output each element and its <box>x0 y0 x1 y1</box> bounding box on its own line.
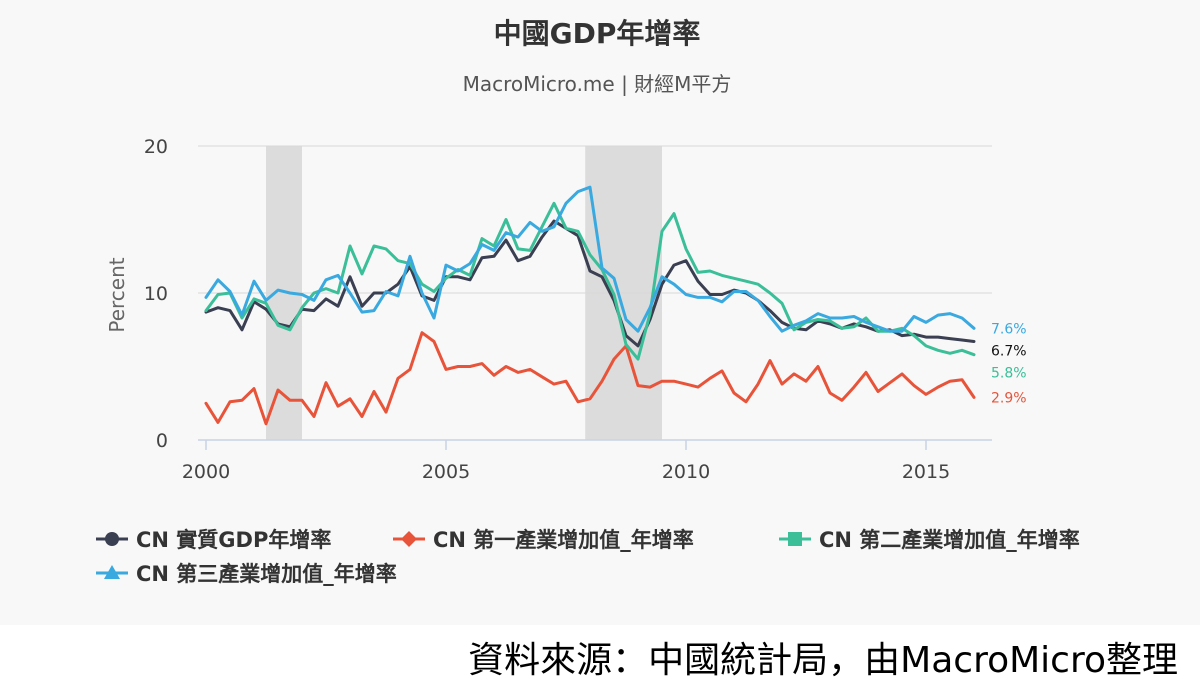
tick-labels: 0 10 20 2000 2005 2010 2015 <box>144 136 950 483</box>
legend-label-3: CN 第三產業增加值_年增率 <box>136 562 397 586</box>
legend-label-0: CN 實質GDP年增率 <box>136 528 331 552</box>
legend-item-1[interactable]: CN 第一產業增加值_年增率 <box>393 528 694 552</box>
series-line-1 <box>204 331 976 426</box>
source-note: 資料來源：中國統計局，由MacroMicro整理 <box>468 640 1178 681</box>
legend: CN 實質GDP年增率 CN 第一產業增加值_年增率 CN 第二產業增加值_年增率 C… <box>96 528 1080 586</box>
x-axis <box>198 439 992 450</box>
series-line-3 <box>204 185 976 333</box>
x-tick-label-2005: 2005 <box>422 461 470 483</box>
legend-label-2: CN 第二產業增加值_年增率 <box>819 528 1080 552</box>
end-label-1: 2.9% <box>991 390 1027 406</box>
y-axis-label: Percent <box>105 257 129 332</box>
end-label-3: 7.6% <box>991 321 1027 337</box>
legend-item-2[interactable]: CN 第二產業增加值_年增率 <box>779 528 1080 552</box>
end-labels: 7.6% 6.7% 5.8% 2.9% <box>991 321 1027 406</box>
legend-marker-diamond <box>401 531 417 547</box>
legend-marker-triangle <box>104 565 120 579</box>
y-tick-label-20: 20 <box>144 136 168 158</box>
x-tick-label-2015: 2015 <box>902 461 950 483</box>
chart-title: 中國GDP年增率 <box>494 17 701 50</box>
x-tick-label-2000: 2000 <box>182 461 230 483</box>
y-tick-label-0: 0 <box>156 430 168 452</box>
legend-item-3[interactable]: CN 第三產業增加值_年增率 <box>96 562 397 586</box>
end-label-0: 6.7% <box>991 343 1027 359</box>
legend-marker-circle <box>105 532 119 546</box>
end-label-2: 5.8% <box>991 365 1027 381</box>
gridlines <box>198 145 992 294</box>
series-lines <box>204 185 976 426</box>
y-tick-label-10: 10 <box>144 283 168 305</box>
legend-item-0[interactable]: CN 實質GDP年增率 <box>96 528 331 552</box>
source-footer: 資料來源：中國統計局，由MacroMicro整理 <box>0 625 1200 697</box>
series-line-2 <box>204 201 976 361</box>
chart-subtitle: MacroMicro.me | 財經M平方 <box>463 72 732 96</box>
legend-marker-square <box>788 532 802 546</box>
legend-label-1: CN 第一產業增加值_年增率 <box>433 528 694 552</box>
chart-area: 中國GDP年增率 MacroMicro.me | 財經M平方 Percent 0… <box>96 17 1080 586</box>
chart-svg: 中國GDP年增率 MacroMicro.me | 財經M平方 Percent 0… <box>96 17 1080 586</box>
x-tick-label-2010: 2010 <box>662 461 710 483</box>
